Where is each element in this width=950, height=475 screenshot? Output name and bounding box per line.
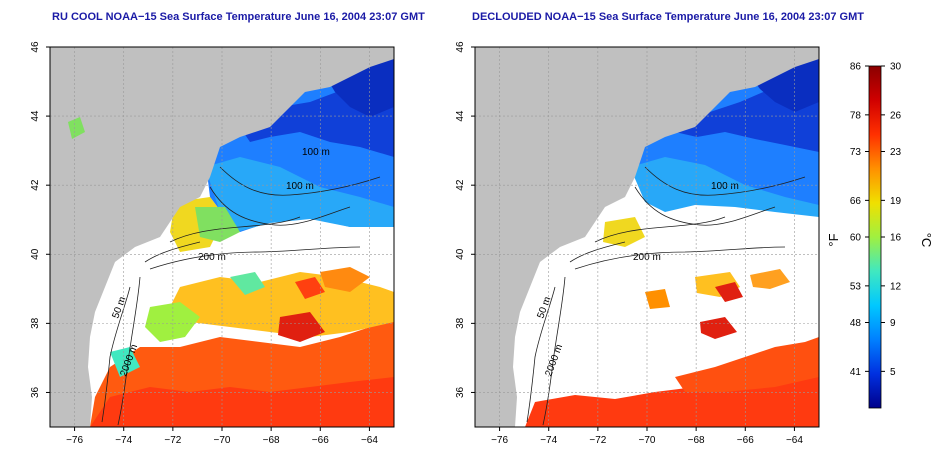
y-tick-label: 36 (30, 386, 41, 398)
celsius-axis-label: °C (919, 233, 934, 248)
y-tick-label: 38 (455, 317, 466, 329)
x-tick-label: −76 (66, 435, 83, 446)
contour-label-100m-a: 100 m (302, 147, 330, 158)
y-tick-label: 46 (455, 41, 466, 53)
contour-label-100m: 100 m (711, 181, 739, 192)
y-tick-label: 46 (30, 41, 41, 53)
contour-label-100m-b: 100 m (286, 181, 314, 192)
x-tick-label: −70 (639, 435, 656, 446)
bathymetry-contours (101, 166, 381, 426)
raw-sst-map: 100 m 100 m 200 m 50 m 2000 m −76 −74 −72−… (30, 41, 395, 446)
y-tick-label: 44 (30, 110, 41, 122)
land-mass (50, 47, 394, 427)
contour-label-200m: 200 m (198, 252, 226, 263)
y-tick-label: 36 (455, 386, 466, 398)
fahrenheit-tick-label: 73 (850, 147, 862, 158)
x-tick-label: −72 (164, 435, 181, 446)
temperature-colorbar: 86 30 78 26 73 23 66 19 60 16 53 12 48 9 41 5 °F °C (826, 62, 934, 409)
x-tick-label: −64 (361, 435, 378, 446)
y-tick-label: 40 (30, 248, 41, 260)
celsius-tick-label: 9 (890, 318, 896, 329)
x-tick-label: −76 (491, 435, 508, 446)
y-tick-label: 42 (30, 179, 41, 191)
x-tick-label: −70 (214, 435, 231, 446)
fahrenheit-tick-label: 66 (850, 196, 862, 207)
x-tick-label: −66 (312, 435, 329, 446)
colorbar-gradient (868, 65, 882, 409)
x-tick-label: −72 (589, 435, 606, 446)
declouded-sst-map: 100 m 200 m 50 m 2000 m −76 −74 −72 −70 −68−… (455, 41, 820, 446)
fahrenheit-tick-label: 78 (850, 110, 862, 121)
y-tick-label: 42 (455, 179, 466, 191)
celsius-tick-label: 12 (890, 281, 902, 292)
celsius-tick-label: 5 (890, 367, 896, 378)
contour-label-200m: 200 m (633, 252, 661, 263)
fahrenheit-tick-label: 53 (850, 281, 862, 292)
celsius-tick-label: 23 (890, 147, 902, 158)
x-tick-label: −74 (540, 435, 557, 446)
sst-field-south (90, 267, 394, 427)
left-map-title: RU COOL NOAA−15 Sea Surface Temperature … (52, 11, 425, 23)
sst-field-north (170, 52, 394, 252)
bathymetry-contours (526, 166, 806, 426)
celsius-tick-label: 16 (890, 233, 902, 244)
land-mass (475, 47, 819, 427)
x-tick-label: −68 (263, 435, 280, 446)
x-tick-label: −68 (688, 435, 705, 446)
fahrenheit-tick-label: 41 (850, 367, 862, 378)
fahrenheit-tick-label: 86 (850, 62, 862, 73)
right-map-title: DECLOUDED NOAA−15 Sea Surface Temperatur… (472, 11, 864, 23)
x-tick-label: −66 (737, 435, 754, 446)
fahrenheit-tick-label: 60 (850, 233, 862, 244)
x-tick-label: −74 (115, 435, 132, 446)
y-tick-label: 38 (30, 317, 41, 329)
celsius-tick-label: 26 (890, 110, 902, 121)
celsius-tick-label: 19 (890, 196, 902, 207)
y-tick-label: 44 (455, 110, 466, 122)
celsius-tick-label: 30 (890, 62, 902, 73)
x-tick-label: −64 (786, 435, 803, 446)
fahrenheit-axis-label: °F (826, 233, 841, 246)
y-tick-label: 40 (455, 248, 466, 260)
fahrenheit-tick-label: 48 (850, 318, 862, 329)
